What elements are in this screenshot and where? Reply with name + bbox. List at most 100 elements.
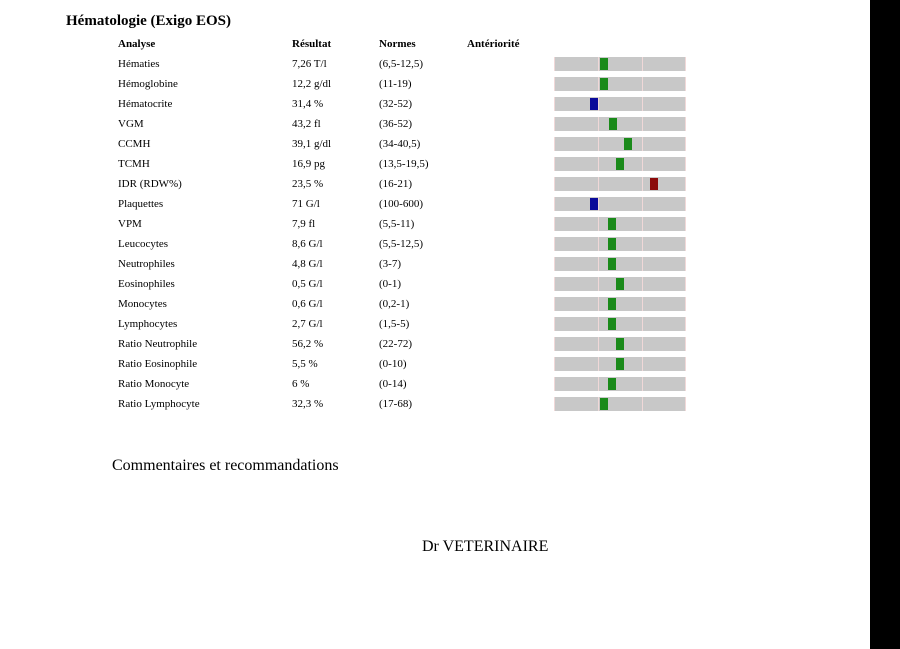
gauge-tick	[554, 257, 555, 271]
range-gauge	[554, 257, 686, 271]
range-gauge	[554, 357, 686, 371]
table-row: Hémoglobine 12,2 g/dl (11-19)	[0, 75, 870, 95]
viewer-edge	[870, 0, 900, 649]
gauge-tick	[685, 257, 686, 271]
result-value: 7,26 T/l	[292, 58, 327, 70]
gauge-tick	[685, 177, 686, 191]
gauge-tick	[554, 77, 555, 91]
value-marker	[616, 158, 624, 170]
value-marker	[608, 298, 616, 310]
gauge-tick	[685, 297, 686, 311]
gauge-tick	[685, 357, 686, 371]
result-value: 5,5 %	[292, 358, 318, 370]
result-value: 43,2 fl	[292, 118, 321, 130]
range-gauge	[554, 97, 686, 111]
range-gauge	[554, 117, 686, 131]
gauge-tick	[642, 137, 643, 151]
gauge-tick	[642, 317, 643, 331]
gauge-tick	[685, 157, 686, 171]
value-marker	[608, 218, 616, 230]
gauge-tick	[598, 237, 599, 251]
table-row: Plaquettes 71 G/l (100-600)	[0, 195, 870, 215]
analyse-name: VPM	[118, 218, 142, 230]
norm-range: (22-72)	[379, 338, 412, 350]
value-marker	[616, 278, 624, 290]
value-marker	[624, 138, 632, 150]
result-value: 0,6 G/l	[292, 298, 323, 310]
gauge-tick	[554, 197, 555, 211]
report-page: Hématologie (Exigo EOS) Analyse Résultat…	[0, 0, 870, 649]
gauge-tick	[598, 197, 599, 211]
doctor-signature: Dr VETERINAIRE	[422, 538, 549, 555]
analyse-name: Eosinophiles	[118, 278, 175, 290]
gauge-tick	[642, 157, 643, 171]
gauge-tick	[554, 357, 555, 371]
norm-range: (100-600)	[379, 198, 423, 210]
value-marker	[608, 378, 616, 390]
analyse-name: Hématies	[118, 58, 160, 70]
range-gauge	[554, 237, 686, 251]
result-value: 6 %	[292, 378, 310, 390]
result-value: 56,2 %	[292, 338, 324, 350]
range-gauge	[554, 397, 686, 411]
gauge-tick	[598, 117, 599, 131]
analyse-name: Ratio Neutrophile	[118, 338, 198, 350]
gauge-tick	[642, 97, 643, 111]
result-value: 2,7 G/l	[292, 318, 323, 330]
gauge-tick	[685, 337, 686, 351]
gauge-tick	[642, 77, 643, 91]
result-value: 32,3 %	[292, 398, 324, 410]
gauge-tick	[642, 237, 643, 251]
table-row: Eosinophiles 0,5 G/l (0-1)	[0, 275, 870, 295]
gauge-tick	[598, 297, 599, 311]
analyse-name: Neutrophiles	[118, 258, 175, 270]
range-gauge	[554, 177, 686, 191]
gauge-tick	[598, 257, 599, 271]
gauge-tick	[642, 177, 643, 191]
table-row: Hématocrite 31,4 % (32-52)	[0, 95, 870, 115]
gauge-tick	[598, 277, 599, 291]
gauge-tick	[554, 57, 555, 71]
norm-range: (36-52)	[379, 118, 412, 130]
norm-range: (0,2-1)	[379, 298, 410, 310]
analyse-name: TCMH	[118, 158, 150, 170]
norm-range: (5,5-11)	[379, 218, 415, 230]
gauge-tick	[554, 377, 555, 391]
range-gauge	[554, 337, 686, 351]
range-gauge	[554, 217, 686, 231]
gauge-tick	[598, 77, 599, 91]
gauge-tick	[642, 57, 643, 71]
table-row: Monocytes 0,6 G/l (0,2-1)	[0, 295, 870, 315]
norm-range: (34-40,5)	[379, 138, 421, 150]
analyse-name: Monocytes	[118, 298, 167, 310]
gauge-tick	[685, 197, 686, 211]
value-marker	[590, 98, 598, 110]
norm-range: (0-14)	[379, 378, 407, 390]
range-gauge	[554, 317, 686, 331]
analyse-name: Ratio Lymphocyte	[118, 398, 200, 410]
header-norms: Normes	[379, 38, 416, 50]
result-value: 31,4 %	[292, 98, 324, 110]
norm-range: (16-21)	[379, 178, 412, 190]
header-analyse: Analyse	[118, 38, 156, 50]
table-row: CCMH 39,1 g/dl (34-40,5)	[0, 135, 870, 155]
value-marker	[608, 318, 616, 330]
gauge-tick	[554, 137, 555, 151]
analyse-name: Hématocrite	[118, 98, 173, 110]
value-marker	[600, 398, 608, 410]
gauge-tick	[598, 57, 599, 71]
gauge-tick	[642, 217, 643, 231]
table-row: Neutrophiles 4,8 G/l (3-7)	[0, 255, 870, 275]
table-row: VGM 43,2 fl (36-52)	[0, 115, 870, 135]
analyse-name: Leucocytes	[118, 238, 169, 250]
table-row: Ratio Eosinophile 5,5 % (0-10)	[0, 355, 870, 375]
analyse-name: Lymphocytes	[118, 318, 178, 330]
result-value: 0,5 G/l	[292, 278, 323, 290]
gauge-tick	[642, 117, 643, 131]
gauge-tick	[554, 157, 555, 171]
gauge-tick	[554, 217, 555, 231]
gauge-tick	[554, 177, 555, 191]
gauge-tick	[554, 237, 555, 251]
gauge-tick	[554, 97, 555, 111]
range-gauge	[554, 377, 686, 391]
